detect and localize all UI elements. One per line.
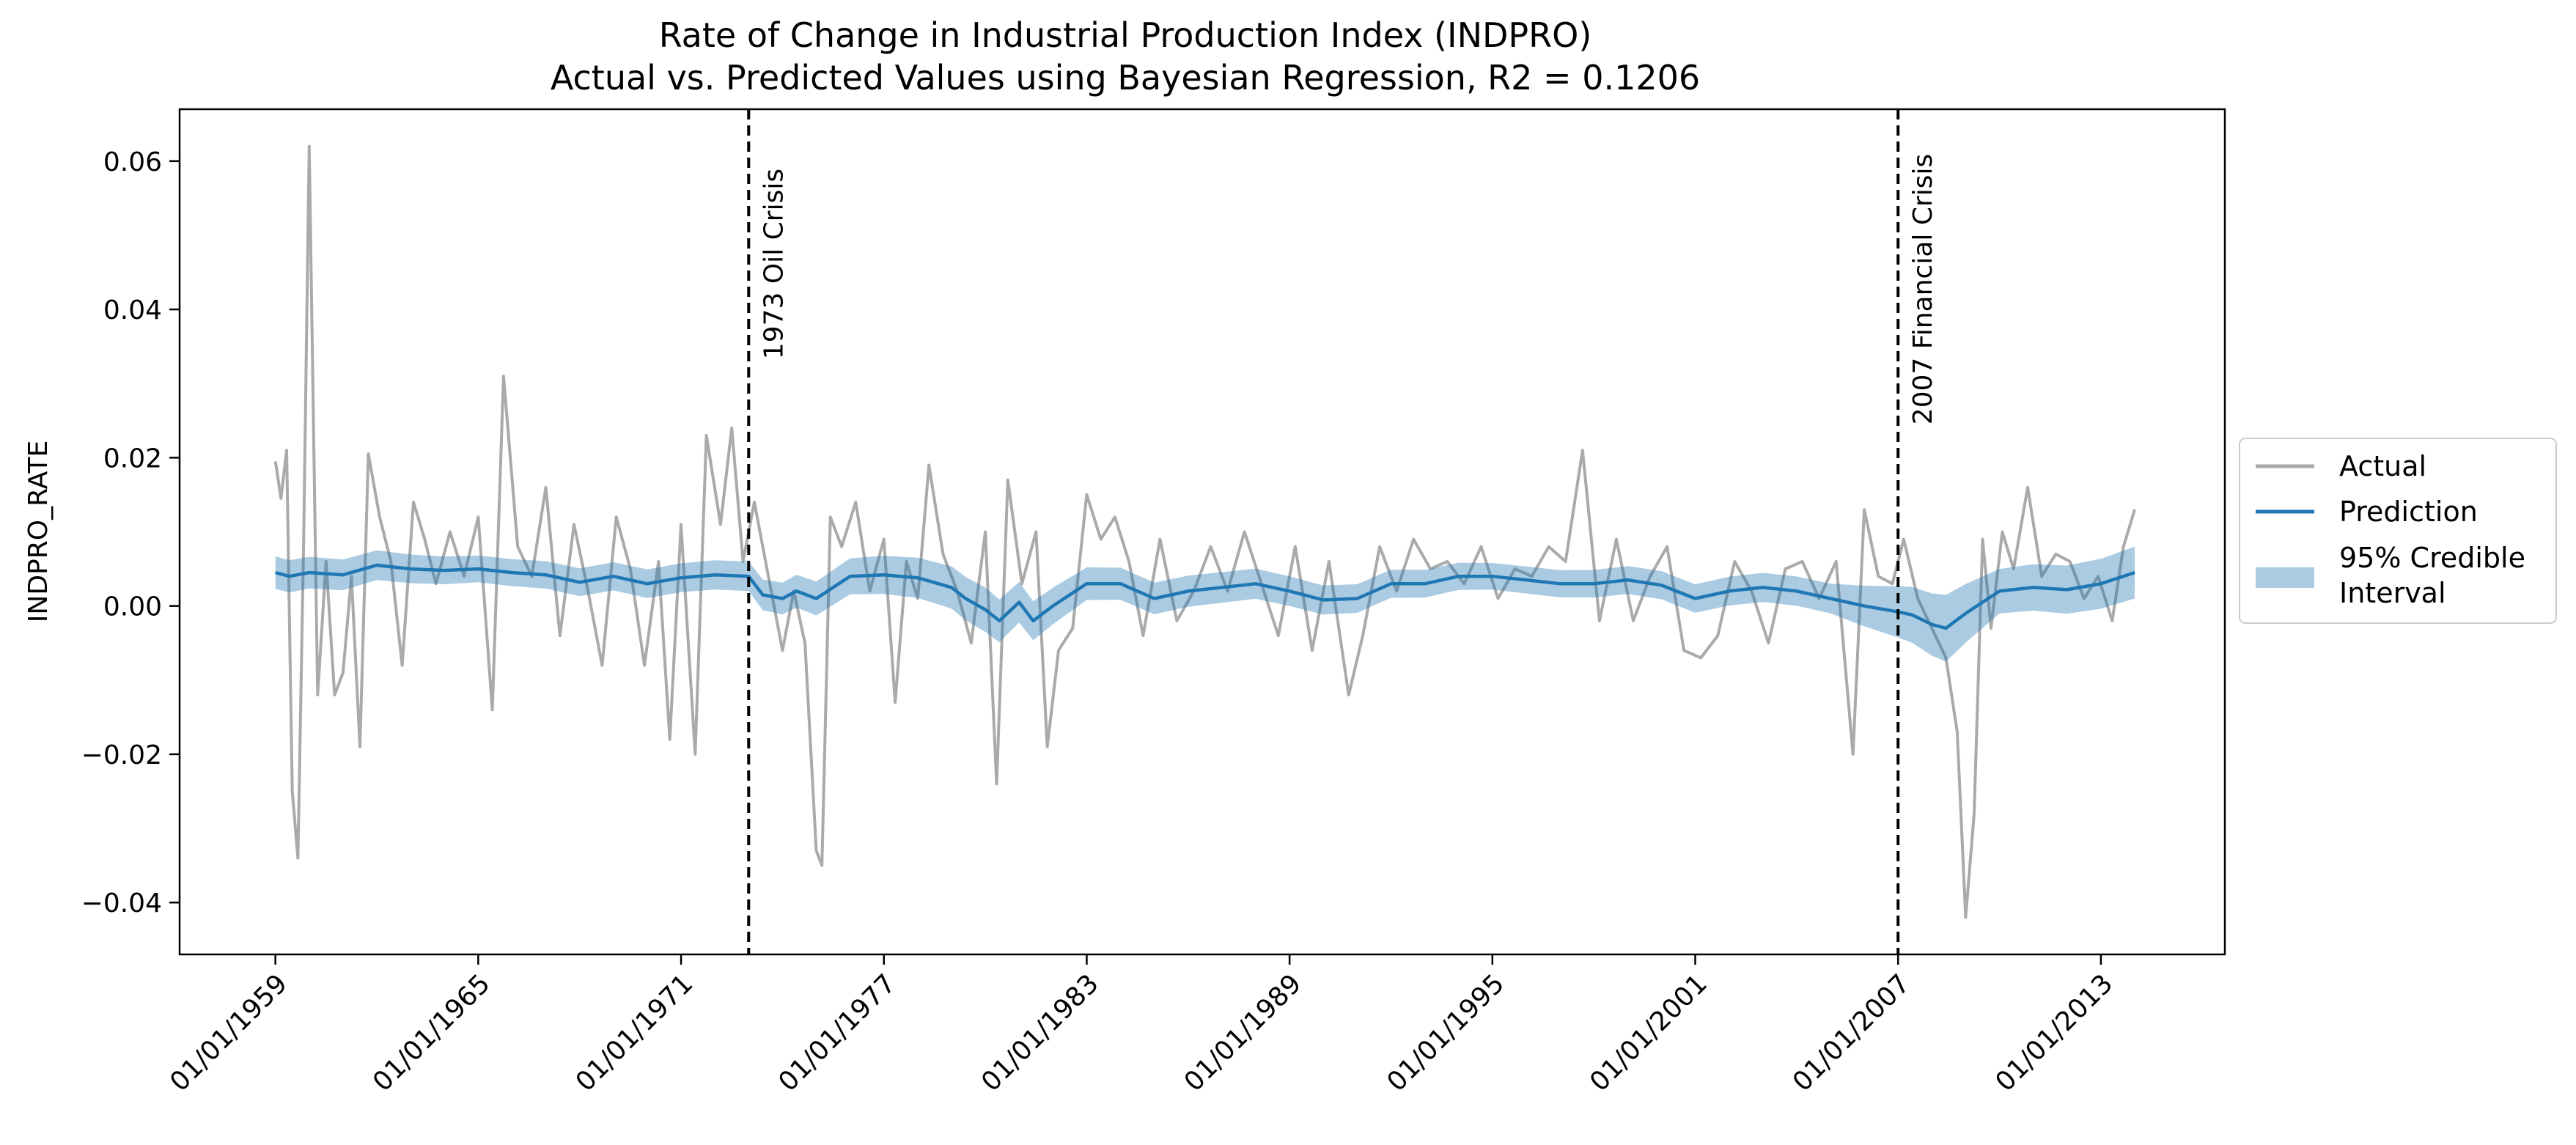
legend: Actual Prediction 95% Credible Interval — [2239, 438, 2557, 624]
chart-subtitle: Actual vs. Predicted Values using Bayesi… — [551, 58, 1700, 97]
plot-area — [273, 144, 2136, 919]
y-tick-label: 0.06 — [103, 147, 162, 177]
annotation-label-2: 2007 Financial Crisis — [1908, 154, 1938, 425]
y-tick-label: −0.04 — [81, 888, 162, 918]
legend-label-interval-line1: 95% Credible — [2339, 542, 2525, 574]
series-prediction-line — [275, 563, 2135, 630]
annotations: 1973 Oil Crisis 2007 Financial Crisis — [747, 109, 1938, 954]
legend-swatch-interval — [2256, 567, 2314, 588]
plot-frame — [178, 108, 2226, 956]
legend-box — [2239, 438, 2557, 624]
legend-label-interval-line2: Interval — [2339, 577, 2446, 609]
y-tick-label: −0.02 — [81, 740, 162, 770]
y-tick-label: 0.02 — [103, 443, 162, 474]
annotation-label-1: 1973 Oil Crisis — [759, 169, 789, 359]
y-axis: 0.06 0.04 0.02 0.00 −0.02 −0.04 — [81, 147, 180, 918]
y-tick-label: 0.00 — [103, 592, 162, 622]
y-axis-label: INDPRO_RATE — [23, 441, 54, 622]
y-tick-label: 0.04 — [103, 295, 162, 325]
legend-label-actual: Actual — [2339, 450, 2426, 482]
chart-title: Rate of Change in Industrial Production … — [659, 15, 1592, 55]
legend-label-prediction: Prediction — [2339, 496, 2478, 528]
series-actual-line — [273, 144, 2136, 919]
